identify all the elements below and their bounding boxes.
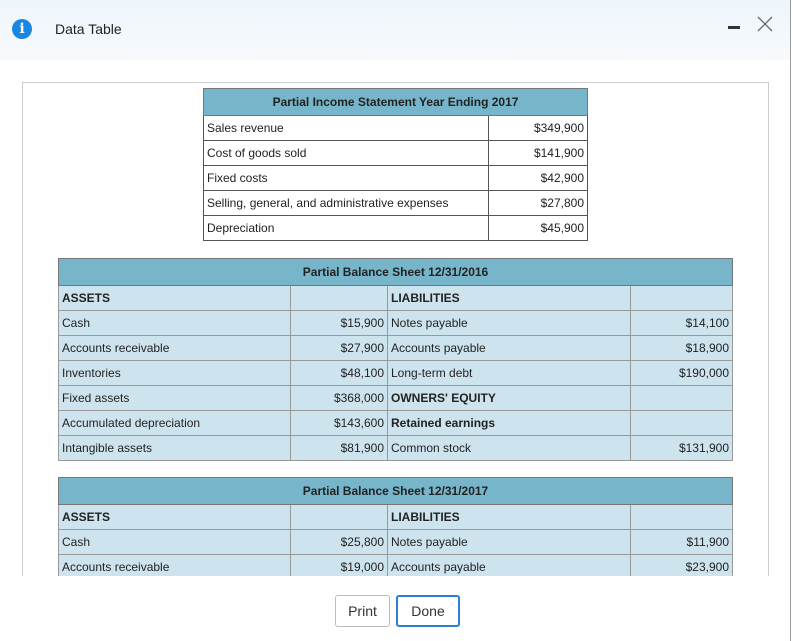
amount	[629, 385, 734, 411]
row: ASSETS LIABILITIES	[58, 504, 734, 530]
item: Cash	[58, 529, 291, 555]
header-row: Partial Balance Sheet 12/31/2017	[57, 477, 734, 505]
item: Long-term debt	[387, 360, 631, 386]
item: Accounts payable	[387, 335, 631, 361]
scroll-area: Partial Income Statement Year Ending 201…	[22, 82, 769, 576]
table-title: Partial Balance Sheet 12/31/2017	[57, 477, 734, 505]
window-controls	[728, 16, 773, 32]
item: ASSETS	[58, 504, 291, 530]
amount: $14,100	[629, 310, 734, 336]
amount	[629, 504, 734, 530]
row: Inventories $48,100 Long-term debt $190,000	[58, 360, 734, 386]
button[interactable]: Done	[396, 595, 460, 627]
row: Selling, general, and administrative exp…	[203, 190, 589, 216]
amount: $143,600	[290, 410, 388, 436]
row: Cost of goods sold $141,900	[203, 140, 589, 166]
row: ASSETS LIABILITIES	[58, 285, 734, 311]
item: Notes payable	[387, 310, 631, 336]
close-button[interactable]	[757, 16, 773, 32]
balance-table: Partial Balance Sheet 12/31/2016 ASSETS LI…	[57, 258, 734, 461]
amount: $141,900	[487, 140, 589, 166]
item: Selling, general, and administrative exp…	[203, 190, 489, 216]
item: Retained earnings	[387, 410, 631, 436]
amount	[629, 285, 734, 311]
item: OWNERS' EQUITY	[387, 385, 631, 411]
button[interactable]: Print	[335, 595, 390, 627]
header-row: Partial Balance Sheet 12/31/2016	[57, 258, 734, 286]
amount: $48,100	[290, 360, 388, 386]
dialog-header	[0, 0, 791, 60]
item: Cost of goods sold	[203, 140, 489, 166]
amount: $368,000	[290, 385, 388, 411]
dialog-edge	[0, 60, 791, 641]
row: Accounts receivable $19,000 Accounts payab…	[58, 554, 734, 576]
amount: $27,900	[290, 335, 388, 361]
item: Depreciation	[203, 215, 489, 241]
info-icon: i	[12, 19, 32, 39]
item: LIABILITIES	[387, 285, 631, 311]
item: ASSETS	[58, 285, 291, 311]
item: Notes payable	[387, 529, 631, 555]
item: Accounts receivable	[58, 554, 291, 576]
row: Sales revenue $349,900	[203, 115, 589, 141]
item: LIABILITIES	[387, 504, 631, 530]
balance-table: Partial Balance Sheet 12/31/2017 ASSETS LI…	[57, 477, 734, 576]
amount	[629, 410, 734, 436]
amount: $131,900	[629, 435, 734, 461]
row: Accumulated depreciation $143,600 Retained…	[58, 410, 734, 436]
amount: $27,800	[487, 190, 589, 216]
table-title: Partial Income Statement Year Ending 201…	[202, 88, 589, 116]
row: Fixed assets $368,000 OWNERS' EQUITY	[58, 385, 734, 411]
row: Fixed costs $42,900	[203, 165, 589, 191]
minimize-button[interactable]	[728, 26, 740, 29]
item: Accounts receivable	[58, 335, 291, 361]
amount	[290, 504, 388, 530]
amount: $190,000	[629, 360, 734, 386]
amount: $42,900	[487, 165, 589, 191]
amount: $25,800	[290, 529, 388, 555]
amount: $81,900	[290, 435, 388, 461]
row: Cash $15,900 Notes payable $14,100	[58, 310, 734, 336]
amount: $349,900	[487, 115, 589, 141]
amount: $23,900	[629, 554, 734, 576]
table-title: Partial Balance Sheet 12/31/2016	[57, 258, 734, 286]
amount	[290, 285, 388, 311]
header-row: Partial Income Statement Year Ending 201…	[202, 88, 589, 116]
amount: $45,900	[487, 215, 589, 241]
item: Fixed costs	[203, 165, 489, 191]
item: Sales revenue	[203, 115, 489, 141]
item: Common stock	[387, 435, 631, 461]
item: Intangible assets	[58, 435, 291, 461]
amount: $18,900	[629, 335, 734, 361]
row: Depreciation $45,900	[203, 215, 589, 241]
row: Intangible assets $81,900 Common stock $131…	[58, 435, 734, 461]
amount: $19,000	[290, 554, 388, 576]
item: Cash	[58, 310, 291, 336]
amount: $15,900	[290, 310, 388, 336]
item: Fixed assets	[58, 385, 291, 411]
item: Accumulated depreciation	[58, 410, 291, 436]
income-table: Partial Income Statement Year Ending 201…	[202, 88, 589, 241]
item: Accounts payable	[387, 554, 631, 576]
item: Inventories	[58, 360, 291, 386]
amount: $11,900	[629, 529, 734, 555]
dialog-title: Data Table	[55, 21, 122, 37]
row: Cash $25,800 Notes payable $11,900	[58, 529, 734, 555]
row: Accounts receivable $27,900 Accounts payab…	[58, 335, 734, 361]
